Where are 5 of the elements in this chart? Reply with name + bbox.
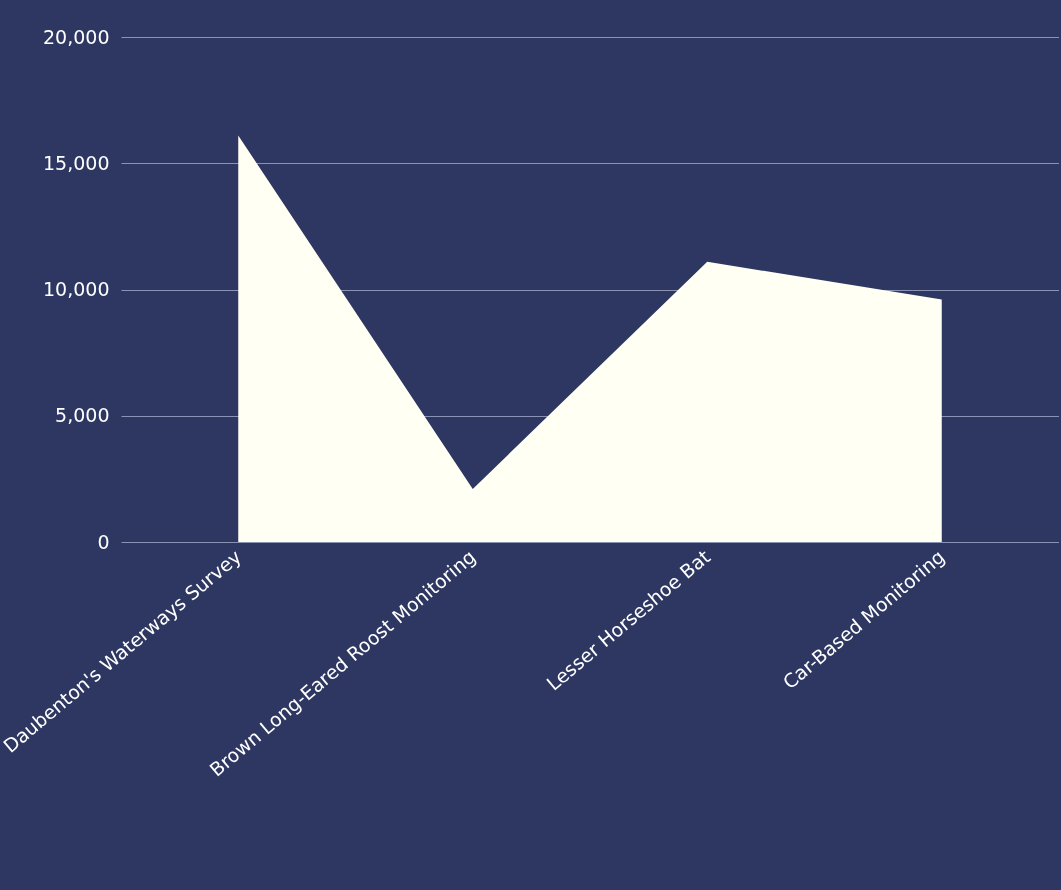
- y-tick-label: 20,000: [43, 25, 110, 48]
- y-tick-label: 0: [97, 530, 110, 553]
- y-tick-label: 10,000: [43, 278, 110, 300]
- y-tick-label: 15,000: [43, 151, 110, 174]
- y-tick-label: 5,000: [55, 404, 110, 427]
